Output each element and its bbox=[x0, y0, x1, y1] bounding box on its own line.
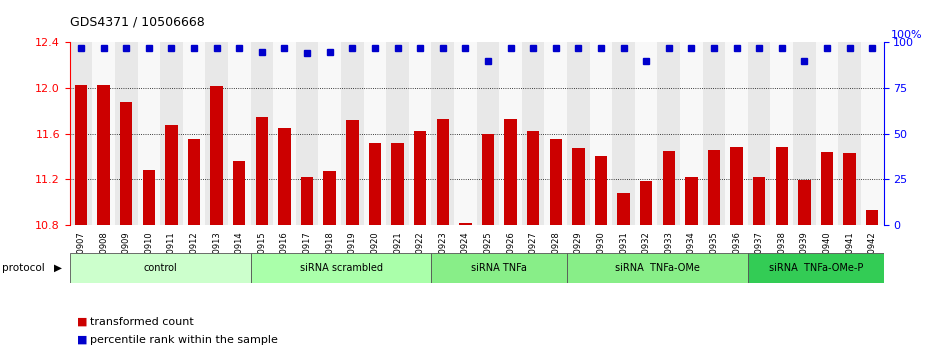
Text: percentile rank within the sample: percentile rank within the sample bbox=[90, 335, 278, 345]
Text: ▶: ▶ bbox=[54, 263, 62, 273]
Bar bbox=[527, 131, 539, 225]
Bar bbox=[544, 42, 567, 225]
Bar bbox=[730, 147, 743, 225]
Text: siRNA  TNFa-OMe: siRNA TNFa-OMe bbox=[615, 263, 700, 273]
Text: ■: ■ bbox=[77, 335, 87, 345]
Bar bbox=[798, 180, 811, 225]
Bar bbox=[499, 42, 522, 225]
Bar bbox=[476, 42, 499, 225]
Bar bbox=[70, 253, 250, 283]
Bar bbox=[364, 42, 386, 225]
Bar bbox=[250, 253, 432, 283]
Bar bbox=[708, 150, 720, 225]
Bar bbox=[703, 42, 725, 225]
Bar bbox=[142, 170, 155, 225]
Text: 100%: 100% bbox=[890, 30, 922, 40]
Bar bbox=[748, 42, 770, 225]
Bar bbox=[550, 139, 562, 225]
Bar bbox=[454, 42, 476, 225]
Bar bbox=[459, 223, 472, 225]
Bar bbox=[74, 85, 87, 225]
Bar bbox=[482, 134, 494, 225]
Bar bbox=[635, 42, 658, 225]
Bar bbox=[166, 125, 178, 225]
Bar bbox=[753, 177, 765, 225]
Text: GDS4371 / 10506668: GDS4371 / 10506668 bbox=[70, 16, 205, 29]
Bar bbox=[346, 120, 359, 225]
Bar bbox=[386, 42, 409, 225]
Bar bbox=[572, 148, 585, 225]
Bar bbox=[92, 42, 115, 225]
Bar bbox=[838, 42, 861, 225]
Bar bbox=[685, 177, 698, 225]
Text: protocol: protocol bbox=[2, 263, 45, 273]
Bar bbox=[567, 253, 748, 283]
Bar bbox=[98, 85, 110, 225]
Bar bbox=[432, 253, 567, 283]
Bar bbox=[273, 42, 296, 225]
Bar bbox=[522, 42, 544, 225]
Bar bbox=[210, 86, 223, 225]
Bar bbox=[250, 42, 273, 225]
Text: siRNA TNFa: siRNA TNFa bbox=[472, 263, 527, 273]
Bar bbox=[680, 42, 703, 225]
Bar bbox=[612, 42, 635, 225]
Bar bbox=[278, 128, 291, 225]
Bar bbox=[160, 42, 183, 225]
Bar bbox=[816, 42, 838, 225]
Bar bbox=[256, 116, 268, 225]
Bar bbox=[748, 253, 884, 283]
Bar bbox=[662, 151, 675, 225]
Bar bbox=[138, 42, 160, 225]
Bar bbox=[504, 119, 517, 225]
Bar bbox=[70, 42, 92, 225]
Bar bbox=[590, 42, 612, 225]
Bar bbox=[618, 193, 630, 225]
Bar bbox=[233, 161, 246, 225]
Bar bbox=[324, 171, 336, 225]
Text: siRNA scrambled: siRNA scrambled bbox=[299, 263, 382, 273]
Text: ■: ■ bbox=[77, 317, 87, 327]
Bar bbox=[392, 143, 404, 225]
Bar bbox=[866, 210, 879, 225]
Text: control: control bbox=[143, 263, 177, 273]
Text: transformed count: transformed count bbox=[90, 317, 194, 327]
Bar bbox=[861, 42, 884, 225]
Bar bbox=[414, 131, 426, 225]
Bar bbox=[844, 153, 856, 225]
Bar bbox=[658, 42, 680, 225]
Bar bbox=[368, 143, 381, 225]
Bar bbox=[821, 152, 833, 225]
Bar bbox=[228, 42, 250, 225]
Bar bbox=[301, 177, 313, 225]
Bar bbox=[341, 42, 364, 225]
Bar bbox=[115, 42, 138, 225]
Bar bbox=[640, 182, 652, 225]
Bar bbox=[188, 139, 200, 225]
Bar bbox=[318, 42, 341, 225]
Bar bbox=[432, 42, 454, 225]
Bar bbox=[793, 42, 816, 225]
Bar bbox=[436, 119, 449, 225]
Bar bbox=[296, 42, 318, 225]
Bar bbox=[725, 42, 748, 225]
Bar bbox=[206, 42, 228, 225]
Bar bbox=[594, 156, 607, 225]
Bar bbox=[409, 42, 432, 225]
Bar bbox=[183, 42, 206, 225]
Bar bbox=[770, 42, 793, 225]
Bar bbox=[120, 102, 132, 225]
Bar bbox=[776, 147, 788, 225]
Bar bbox=[567, 42, 590, 225]
Text: siRNA  TNFa-OMe-P: siRNA TNFa-OMe-P bbox=[768, 263, 863, 273]
